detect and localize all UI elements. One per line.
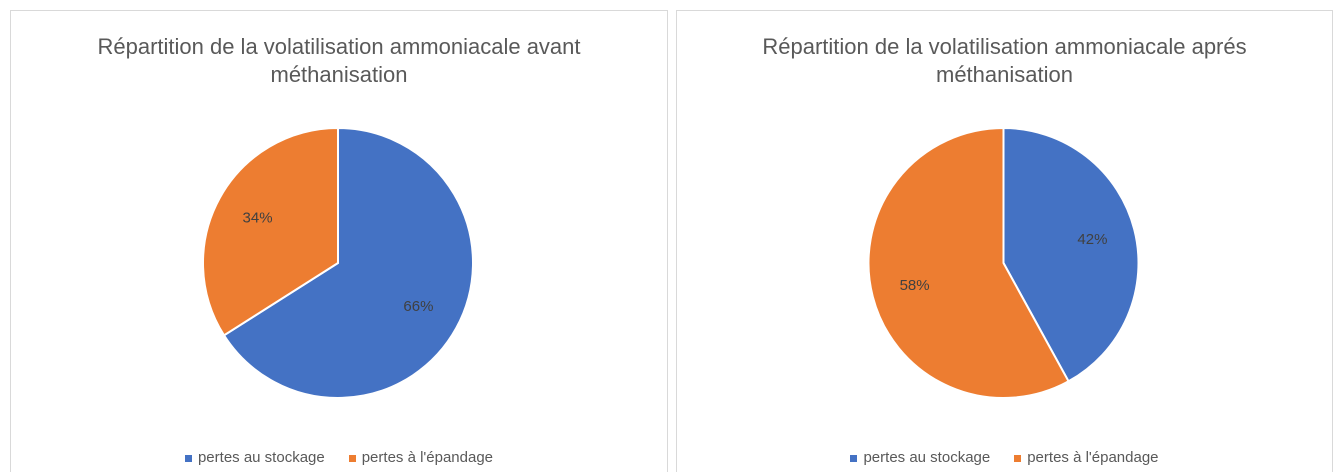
legend-swatch: [348, 454, 356, 462]
data-label: 58%: [900, 277, 930, 294]
legend: pertes au stockage pertes à l'épandage: [11, 449, 667, 466]
legend-swatch: [850, 454, 858, 462]
pie-chart: 42% 58%: [867, 126, 1140, 399]
chart-title: Répartition de la volatilisation ammonia…: [97, 34, 581, 87]
legend-item: pertes à l'épandage: [348, 449, 494, 466]
chart-title: Répartition de la volatilisation ammonia…: [762, 34, 1247, 87]
pie-slice: [222, 126, 474, 399]
legend-item: pertes au stockage: [850, 449, 990, 466]
pie-slice: [867, 126, 1070, 399]
data-label: 66%: [403, 298, 433, 315]
chart-panel: 42% 58% Répartition de la volatilisation a…: [676, 10, 1333, 472]
pie-chart: 66% 34%: [202, 126, 474, 399]
legend-label: pertes à l'épandage: [1027, 449, 1159, 466]
pie-slice: [202, 126, 339, 337]
legend-label: pertes à l'épandage: [361, 449, 494, 466]
legend-item: pertes au stockage: [184, 449, 325, 466]
legend-swatch: [184, 454, 192, 462]
pie-slice: [1002, 126, 1140, 383]
data-label: 42%: [1077, 231, 1107, 248]
legend-label: pertes au stockage: [863, 449, 991, 466]
legend-item: pertes à l'épandage: [1014, 449, 1159, 466]
data-label: 34%: [243, 210, 273, 227]
chart-panel: 66% 34% Répartition de la volatilisation a…: [10, 10, 668, 472]
legend-swatch: [1014, 454, 1022, 462]
legend-label: pertes au stockage: [197, 449, 325, 466]
legend: pertes au stockage pertes à l'épandage: [677, 449, 1332, 466]
